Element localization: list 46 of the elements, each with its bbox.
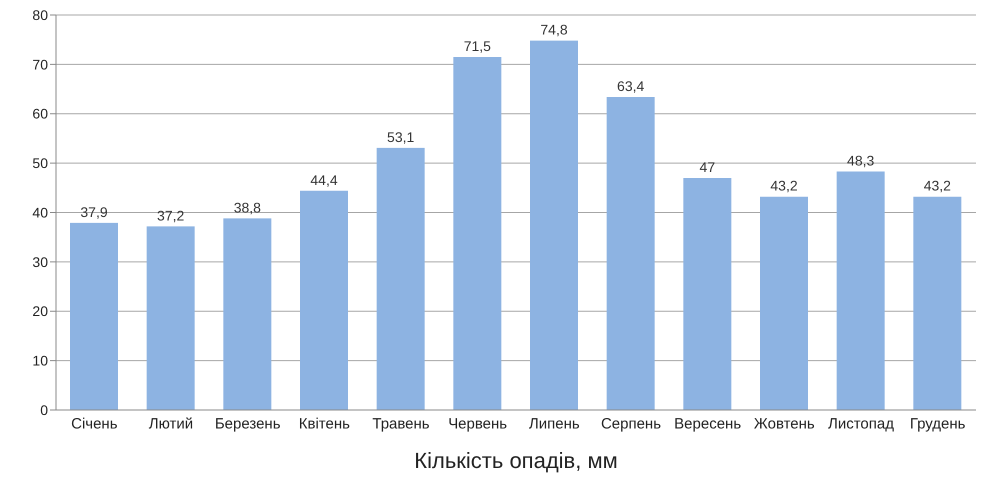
y-tick-label: 0: [40, 402, 48, 418]
x-tick-label: Квітень: [298, 416, 350, 433]
x-tick-label: Листопад: [828, 416, 894, 433]
x-tick-label: Червень: [448, 416, 508, 433]
bar: [70, 222, 118, 410]
x-tick-label: Грудень: [910, 416, 966, 433]
bar: [836, 172, 885, 410]
bar: [223, 218, 272, 410]
data-label: 37,2: [157, 207, 185, 224]
y-tick-label: 10: [32, 352, 48, 369]
x-tick-label: Січень: [71, 416, 118, 433]
x-tick-label: Лютий: [148, 416, 194, 433]
y-tick-label: 30: [32, 254, 48, 270]
data-label: 74,8: [540, 22, 568, 38]
y-tick-label: 70: [32, 56, 48, 72]
x-tick-label: Серпень: [600, 416, 662, 433]
data-label: 43,2: [770, 178, 798, 194]
bar: [683, 178, 732, 410]
data-label: 48,3: [847, 152, 875, 169]
bar: [146, 226, 195, 410]
x-tick-label: Жовтень: [754, 416, 815, 433]
bar: [530, 40, 578, 410]
x-tick-label: Травень: [372, 416, 430, 433]
data-label: 38,8: [234, 199, 262, 216]
bar: [453, 56, 502, 410]
x-tick-label: Вересень: [674, 416, 742, 433]
data-label: 53,1: [387, 128, 415, 145]
y-tick-label: 60: [32, 106, 48, 122]
data-label: 71,5: [464, 38, 492, 54]
bar: [760, 196, 808, 410]
bar: [606, 96, 655, 410]
bar: [300, 190, 348, 410]
x-tick-label: Березень: [214, 416, 281, 433]
data-label: 37,9: [80, 204, 108, 220]
data-label: 47: [700, 158, 716, 175]
data-label: 44,4: [310, 172, 338, 188]
y-tick-label: 80: [32, 6, 48, 23]
y-tick-label: 40: [32, 204, 48, 220]
data-label: 63,4: [617, 78, 645, 94]
x-tick-label: Липень: [528, 416, 580, 433]
bar: [376, 148, 425, 410]
y-tick-label: 50: [32, 155, 48, 172]
y-tick-label: 20: [32, 303, 48, 320]
x-axis-title: Кількість опадів, мм: [414, 448, 618, 473]
bar: [913, 196, 962, 410]
data-label: 43,2: [924, 178, 952, 194]
